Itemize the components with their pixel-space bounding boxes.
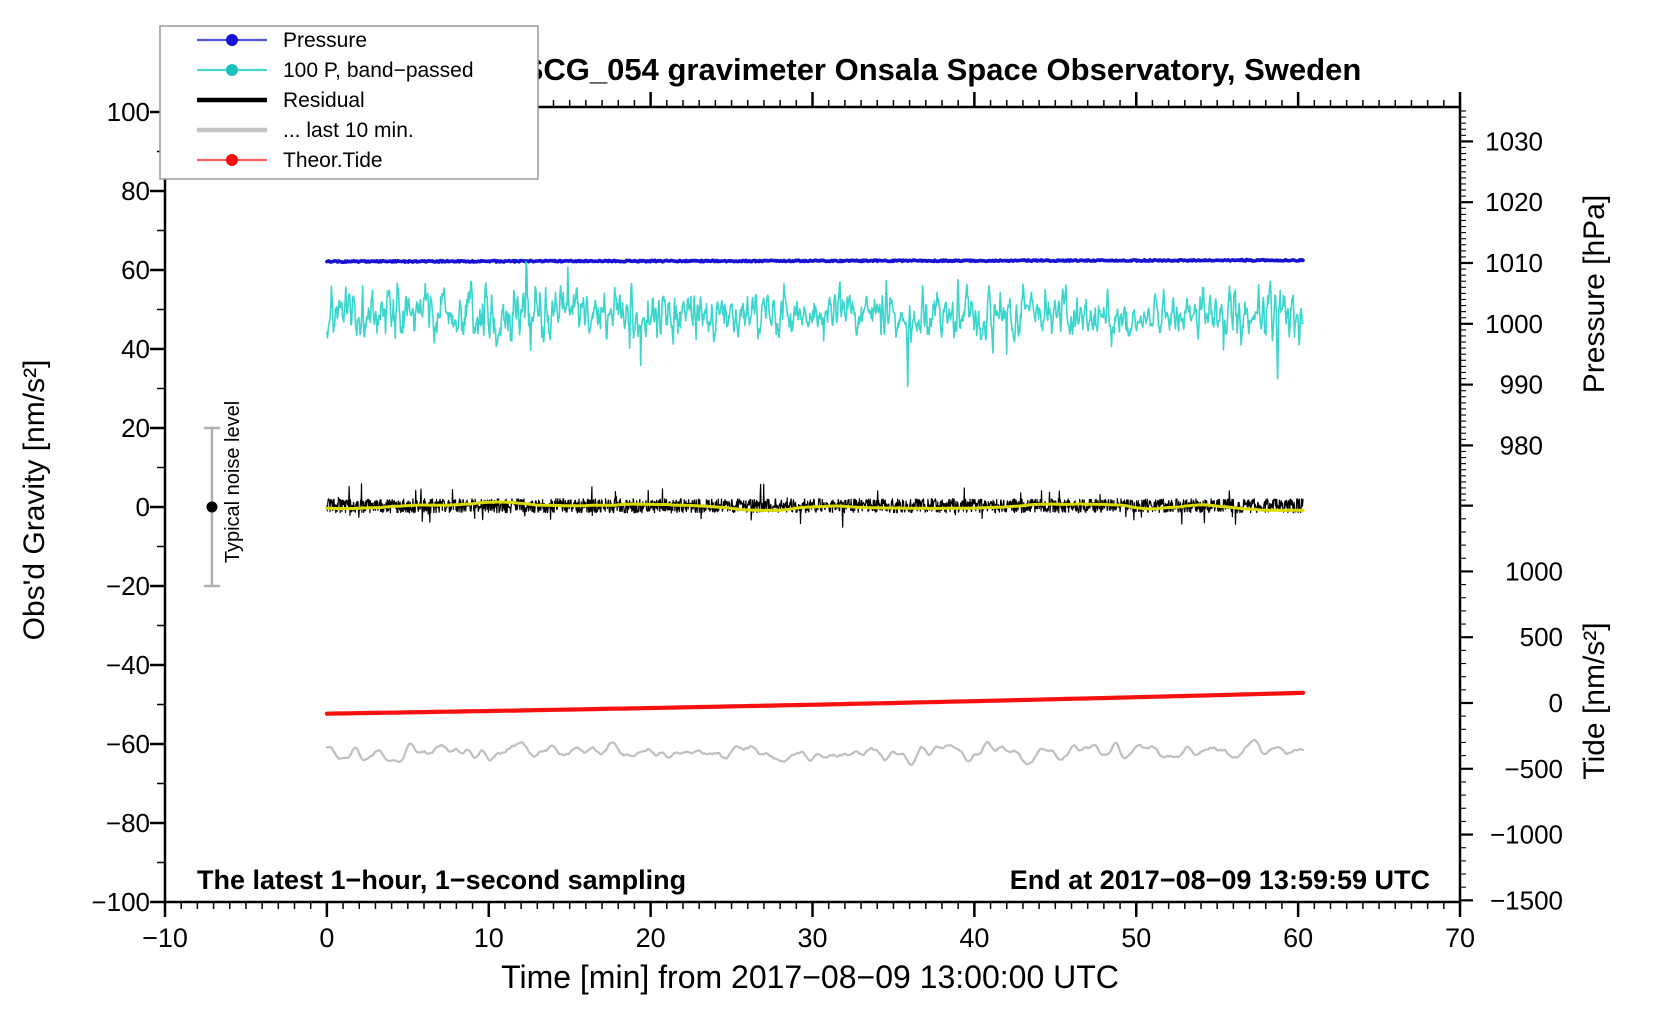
pressure-tick-label: 1000 [1485,309,1543,339]
y-left-tick-label: −80 [106,808,150,838]
pressure-tick-label: 980 [1500,430,1543,460]
noise-bar-dot [206,501,218,513]
x-tick-label: 10 [474,923,504,953]
tide-tick-label: −1000 [1490,820,1563,850]
annotation-end-time: End at 2017−08−09 13:59:59 UTC [1010,865,1430,895]
y-left-tick-label: 0 [136,492,150,522]
curve-theor_tide [324,690,1306,716]
pressure-tick-label: 990 [1500,370,1543,400]
x-tick-label: 70 [1445,923,1475,953]
pressure-tick-label: 1010 [1485,248,1543,278]
plot-frame-and-ticks: −10 0 10 20 30 40 50 60 70−100−80−60−40−20020406… [91,92,1563,953]
x-tick-label: 50 [1121,923,1151,953]
x-tick-label: −10 [142,923,188,953]
annotation-sampling: The latest 1−hour, 1−second sampling [197,865,686,895]
legend: Pressure 100 P, band−passed Residual ...… [159,25,539,180]
chart-title: SCG_054 gravimeter Onsala Space Observat… [523,52,1362,87]
tide-tick-label: 0 [1549,688,1563,718]
typical-noise-label: Typical noise level [222,401,244,563]
y-left-tick-label: 100 [107,97,150,127]
curve-residual_smooth [325,500,1305,512]
band-passed-marker-icon [226,64,238,76]
x-axis-title: Time [min] from 2017−08−09 13:00:00 UTC [501,959,1119,995]
legend-item-band-passed: 100 P, band−passed [197,59,474,82]
y-right-tide-axis-title: Tide [nm/s²] [1578,622,1611,779]
legend-item-last10: ... last 10 min. [197,119,414,142]
y-left-tick-label: −100 [91,887,150,917]
pressure-marker-icon [226,34,238,46]
x-tick-label: 40 [959,923,989,953]
y-left-tick-label: 20 [121,413,150,443]
tide-tick-label: 1000 [1505,556,1563,586]
curve-residual_last10 [325,738,1305,766]
legend-item-residual: Residual [197,89,365,112]
y-left-tick-label: 60 [121,255,150,285]
legend-label: Pressure [283,29,367,52]
y-left-tick-label: −40 [106,650,150,680]
legend-label: 100 P, band−passed [283,59,474,82]
y-left-tick-label: −20 [106,571,150,601]
curve-band_passed [326,260,1304,388]
pressure-tick-label: 1020 [1485,187,1543,217]
x-tick-label: 60 [1283,923,1313,953]
legend-box [159,25,539,180]
x-tick-label: 30 [797,923,827,953]
curve-pressure [325,257,1305,265]
x-tick-label: 20 [636,923,666,953]
x-tick-label: 0 [319,923,334,953]
theor-tide-marker-icon [226,154,238,166]
y-left-tick-label: −60 [106,729,150,759]
tide-tick-label: 500 [1520,622,1563,652]
plot-curves [324,257,1306,766]
pressure-tick-label: 1030 [1485,126,1543,156]
tide-tick-label: −500 [1504,754,1563,784]
typical-noise-errorbar [203,426,220,588]
legend-item-pressure: Pressure [197,29,367,52]
legend-label: ... last 10 min. [283,119,414,142]
y-left-tick-label: 40 [121,334,150,364]
y-left-axis-title: Obs'd Gravity [nm/s²] [18,360,51,641]
tide-tick-label: −1500 [1490,885,1563,915]
legend-item-theor-tide: Theor.Tide [197,149,383,172]
y-right-pressure-axis-title: Pressure [hPa] [1578,195,1611,393]
y-left-tick-label: 80 [121,176,150,206]
legend-label: Residual [283,89,365,112]
legend-label: Theor.Tide [283,149,383,172]
